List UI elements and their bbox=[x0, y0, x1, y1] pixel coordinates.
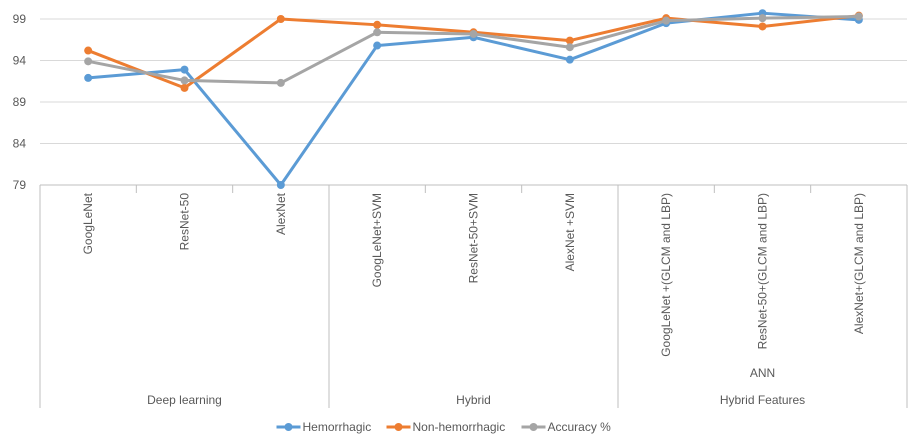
data-point bbox=[84, 73, 93, 82]
y-tick-label: 99 bbox=[13, 12, 27, 26]
y-tick-label: 79 bbox=[13, 178, 27, 192]
data-point bbox=[373, 41, 382, 50]
y-tick-label: 84 bbox=[13, 137, 27, 151]
gridlines bbox=[40, 18, 907, 186]
x-category-label: GoogLeNet+SVM bbox=[370, 193, 384, 287]
legend-marker bbox=[284, 423, 293, 431]
group-sublabel: ANN bbox=[750, 366, 775, 380]
legend: Hemorrhagic Non-hemorrhagic Accuracy % bbox=[276, 420, 612, 434]
x-category-label: ResNet-50 bbox=[178, 193, 192, 251]
data-point bbox=[758, 14, 767, 23]
legend-marker bbox=[394, 423, 403, 431]
legend-label: Accuracy % bbox=[548, 420, 612, 434]
x-axis-category-labels: GoogLeNet ResNet-50 AlexNet GoogLeNet+SVM Re… bbox=[81, 192, 866, 356]
data-point bbox=[276, 78, 285, 87]
group-label: Deep learning bbox=[147, 393, 222, 407]
data-point bbox=[84, 57, 93, 66]
data-point bbox=[565, 55, 574, 64]
x-category-label: GoogLeNet bbox=[81, 192, 95, 254]
legend-item: Non-hemorrhagic bbox=[386, 420, 506, 434]
series-lines bbox=[84, 9, 863, 189]
data-point bbox=[854, 12, 863, 21]
y-tick-label: 94 bbox=[13, 54, 27, 68]
group-label: Hybrid bbox=[456, 393, 491, 407]
legend-label: Hemorrhagic bbox=[303, 420, 372, 434]
x-category-label: GoogLeNet +(GLCM and LBP) bbox=[659, 193, 673, 357]
data-point bbox=[758, 22, 767, 31]
data-point bbox=[180, 76, 189, 85]
legend-item: Hemorrhagic bbox=[276, 420, 372, 434]
data-point bbox=[180, 65, 189, 74]
x-category-label: AlexNet +SVM bbox=[563, 193, 577, 271]
data-point bbox=[180, 83, 189, 92]
data-point bbox=[469, 29, 478, 38]
category-axis-frame bbox=[39, 184, 908, 408]
data-point bbox=[84, 46, 93, 55]
x-category-label: ResNet-50+(GLCM and LBP) bbox=[756, 193, 770, 349]
group-label: Hybrid Features bbox=[720, 393, 805, 407]
legend-label: Non-hemorrhagic bbox=[413, 420, 506, 434]
x-axis-group-labels: Deep learning Hybrid Hybrid Features ANN bbox=[147, 366, 805, 407]
data-point bbox=[373, 20, 382, 29]
data-point bbox=[373, 28, 382, 37]
y-axis-ticks: 79 84 89 94 99 bbox=[13, 12, 27, 192]
data-point bbox=[565, 36, 574, 45]
y-tick-label: 89 bbox=[13, 95, 27, 109]
data-point bbox=[276, 181, 285, 189]
legend-item: Accuracy % bbox=[521, 420, 612, 434]
data-point bbox=[662, 16, 671, 25]
x-category-label: ResNet-50+SVM bbox=[467, 193, 481, 283]
series-line bbox=[87, 14, 860, 90]
data-point bbox=[565, 43, 574, 52]
x-category-label: AlexNet bbox=[274, 192, 288, 235]
series-accuracy bbox=[84, 12, 863, 87]
data-point bbox=[276, 15, 285, 23]
x-category-label: AlexNet+(GLCM and LBP) bbox=[852, 193, 866, 334]
legend-marker bbox=[529, 423, 538, 431]
